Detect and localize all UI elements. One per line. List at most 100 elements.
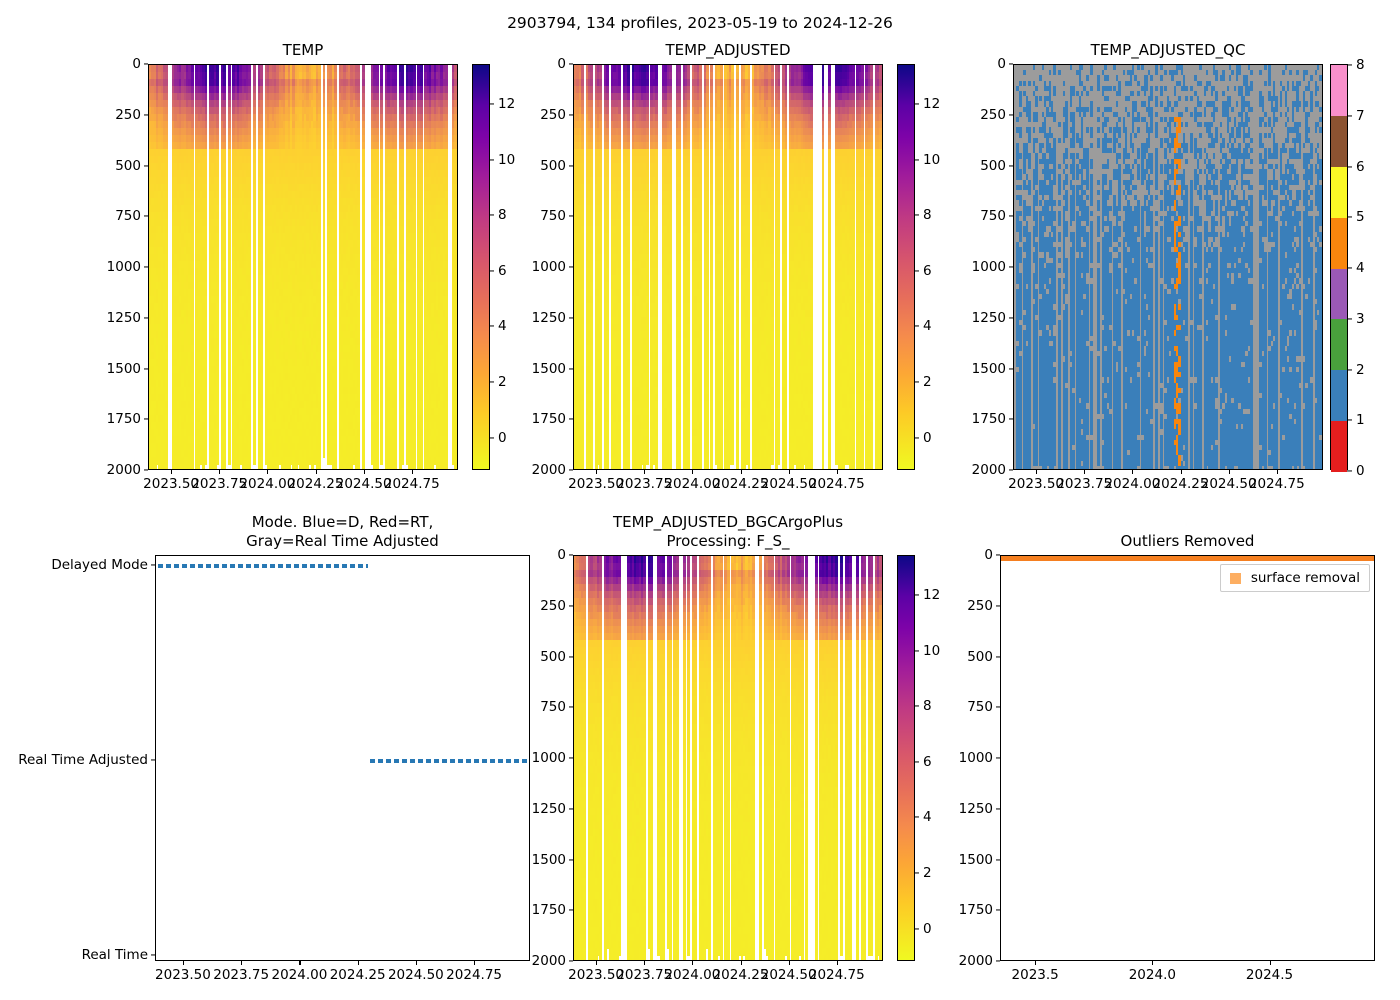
- x-tick-label: 2024.00: [271, 967, 327, 983]
- y-tick-label: 500: [967, 649, 993, 665]
- x-tick-mark: [358, 961, 359, 965]
- colorbar-tick: [914, 650, 919, 651]
- colorbar-tick: [489, 159, 494, 160]
- y-tick-label: 1250: [532, 310, 566, 326]
- y-tick-label: 0: [132, 56, 141, 72]
- x-tick-mark: [316, 470, 317, 474]
- colorbar-tick-label: 6: [498, 263, 507, 279]
- colorbar-tick-label: 2: [923, 865, 932, 881]
- y-tick-mark: [569, 368, 573, 369]
- y-tick-mark: [569, 63, 573, 64]
- x-tick-mark: [1277, 470, 1278, 474]
- x-tick-mark: [1132, 470, 1133, 474]
- y-tick-label: 250: [980, 107, 1006, 123]
- colorbar-tick: [1347, 115, 1352, 116]
- panel-mode-axes[interactable]: [155, 555, 530, 961]
- panel-temp-axes[interactable]: [148, 64, 458, 470]
- qc-colorbar-segment-7: [1331, 65, 1347, 116]
- panel-mode-title: Mode. Blue=D, Red=RT, Gray=Real Time Adj…: [155, 513, 530, 551]
- y-tick-label: 1750: [532, 411, 566, 427]
- colorbar-tick-label: 6: [923, 754, 932, 770]
- colorbar-tick-label: 12: [498, 96, 515, 112]
- panel-temp-adjusted-qc-axes[interactable]: [1013, 64, 1323, 470]
- colorbar-tick-label: 6: [923, 263, 932, 279]
- x-tick-mark: [416, 961, 417, 965]
- qc-heatmap: [1014, 65, 1322, 469]
- colorbar-tick-label: 0: [923, 430, 932, 446]
- y-tick-mark: [569, 114, 573, 115]
- y-tick-mark: [569, 266, 573, 267]
- y-tick-mark: [1009, 469, 1013, 470]
- colorbar-tick-label: 8: [923, 207, 932, 223]
- colorbar-tick: [914, 381, 919, 382]
- colorbar-tick: [914, 103, 919, 104]
- y-tick-mark: [996, 910, 1000, 911]
- y-tick-label: 0: [557, 547, 566, 563]
- colorbar-tick-label: 2: [1356, 362, 1365, 378]
- x-tick-mark: [596, 961, 597, 965]
- colorbar-tick: [489, 215, 494, 216]
- x-tick-mark: [219, 470, 220, 474]
- panel-bgc-axes[interactable]: [573, 555, 883, 961]
- y-tick-mark: [1009, 368, 1013, 369]
- colorbar-tick-label: 3: [1356, 311, 1365, 327]
- x-tick-mark: [171, 470, 172, 474]
- y-tick-mark: [996, 960, 1000, 961]
- temp-colorbar: 0 2 4 6 8 10 12: [472, 64, 490, 470]
- y-tick-label: 0: [984, 547, 993, 563]
- colorbar-tick: [1347, 318, 1352, 319]
- colorbar-tick: [1347, 64, 1352, 65]
- figure-suptitle: 2903794, 134 profiles, 2023-05-19 to 202…: [0, 14, 1400, 32]
- outliers-legend: surface removal: [1220, 564, 1370, 592]
- y-tick-label: 2000: [532, 953, 566, 969]
- x-tick-mark: [644, 470, 645, 474]
- surface-removal-label: surface removal: [1251, 570, 1360, 586]
- panel-temp-adjusted-qc: TEMP_ADJUSTED_QC 0 250 500 750 1000 1250 1500 1…: [1013, 64, 1323, 470]
- panel-temp-adjusted-axes[interactable]: [573, 64, 883, 470]
- colorbar-tick-label: 4: [1356, 260, 1365, 276]
- x-tick-label: 2024.75: [1249, 476, 1305, 492]
- colorbar-tick: [914, 817, 919, 818]
- colorbar-tick-label: 8: [498, 207, 507, 223]
- panel-temp-title: TEMP: [148, 41, 458, 60]
- y-tick-mark: [996, 808, 1000, 809]
- panel-bgc-title: TEMP_ADJUSTED_BGCArgoPlus Processing: F_…: [573, 513, 883, 551]
- y-tick-mark: [144, 216, 148, 217]
- y-tick-label: 250: [540, 107, 566, 123]
- x-tick-mark: [474, 961, 475, 965]
- y-tick-label: 750: [115, 208, 141, 224]
- x-tick-mark: [1084, 470, 1085, 474]
- y-tick-label: 250: [115, 107, 141, 123]
- mode-category-tick: [151, 759, 155, 760]
- qc-colorbar-segment-3: [1331, 268, 1347, 319]
- mode-category-tick: [151, 564, 155, 565]
- panel-outliers: Outliers Removed surface removal 0 250 500…: [1000, 555, 1375, 961]
- colorbar-tick-label: 0: [1356, 463, 1365, 479]
- panel-temp-adjusted-qc-title: TEMP_ADJUSTED_QC: [1013, 41, 1323, 60]
- colorbar-tick: [489, 103, 494, 104]
- y-tick-mark: [1009, 216, 1013, 217]
- colorbar-tick: [914, 928, 919, 929]
- colorbar-tick-label: 7: [1356, 108, 1365, 124]
- mode-marker-real-time-adjusted: [370, 759, 529, 763]
- panel-outliers-axes[interactable]: surface removal: [1000, 555, 1375, 961]
- panel-bgc: TEMP_ADJUSTED_BGCArgoPlus Processing: F_…: [573, 555, 883, 961]
- panel-outliers-title: Outliers Removed: [1000, 532, 1375, 551]
- temp-adjusted-heatmap: [574, 65, 882, 469]
- x-tick-mark: [692, 961, 693, 965]
- qc-colorbar-segment-2: [1331, 319, 1347, 370]
- y-tick-mark: [569, 165, 573, 166]
- colorbar-tick: [1347, 369, 1352, 370]
- y-tick-mark: [144, 419, 148, 420]
- colorbar-tick: [489, 381, 494, 382]
- x-tick-mark: [183, 961, 184, 965]
- colorbar-tick-label: 10: [923, 152, 940, 168]
- y-tick-mark: [569, 859, 573, 860]
- colorbar-tick: [1347, 420, 1352, 421]
- colorbar-tick: [914, 706, 919, 707]
- y-tick-label: 1000: [532, 259, 566, 275]
- x-tick-mark: [412, 470, 413, 474]
- x-tick-mark: [837, 961, 838, 965]
- y-tick-label: 2000: [532, 462, 566, 478]
- x-tick-mark: [364, 470, 365, 474]
